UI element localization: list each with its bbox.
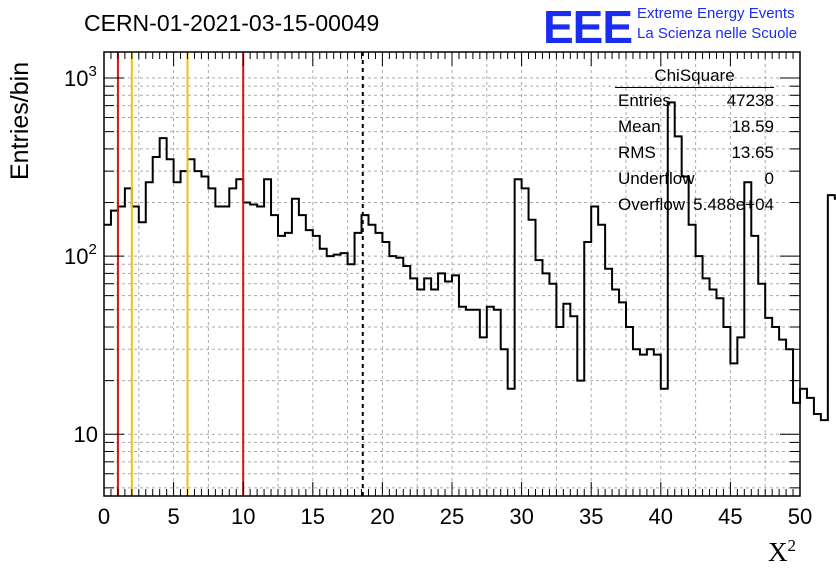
- stats-label: Entries: [618, 91, 671, 110]
- y-tick-label-exp: 2: [88, 241, 96, 258]
- stats-value: 0: [764, 169, 774, 188]
- stats-label: RMS: [618, 143, 656, 162]
- x-tick-label: 15: [301, 504, 325, 529]
- y-tick-label-base: 10: [64, 244, 88, 269]
- y-tick-label-exp: 3: [88, 63, 96, 80]
- stats-label: Underflow: [618, 169, 695, 188]
- logo-caption-line2: La Scienza nelle Scuole: [637, 25, 798, 42]
- y-tick-label: 103: [64, 63, 97, 91]
- stats-value: 13.65: [731, 143, 774, 162]
- stats-label: Mean: [618, 117, 661, 136]
- x-tick-label: 40: [649, 504, 673, 529]
- stats-value: 18.59: [731, 117, 774, 136]
- x-tick-label: 50: [788, 504, 812, 529]
- logo-caption: Extreme Energy Events La Scienza nelle S…: [637, 4, 797, 44]
- y-tick-label: 10: [74, 422, 98, 447]
- logo-caption-line1: Extreme Energy Events: [637, 5, 795, 22]
- x-tick-label: 5: [167, 504, 179, 529]
- eee-logo: EEE: [543, 1, 633, 53]
- y-tick-label: 102: [64, 241, 97, 269]
- y-tick-label-base: 10: [74, 422, 98, 447]
- x-tick-label: 10: [231, 504, 255, 529]
- x-tick-label: 35: [579, 504, 603, 529]
- stats-value: 5.488e+04: [693, 195, 774, 214]
- x-tick-label: 25: [440, 504, 464, 529]
- x-tick-label: 20: [370, 504, 394, 529]
- stats-box: ChiSquare Entries 47238 Mean 18.59 RMS 13.6…: [612, 66, 777, 221]
- x-axis-label-sup: 2: [787, 536, 797, 555]
- x-axis-label: X2: [768, 536, 796, 568]
- stats-row-underflow: Underflow 0: [612, 169, 777, 195]
- chart-title: CERN-01-2021-03-15-00049: [84, 10, 380, 36]
- y-axis-label: Entries/bin: [6, 61, 34, 180]
- x-tick-label: 30: [509, 504, 533, 529]
- stats-row-entries: Entries 47238: [612, 91, 777, 117]
- stats-title: ChiSquare: [615, 66, 774, 88]
- x-axis-label-base: X: [768, 537, 788, 567]
- x-tick-label: 45: [718, 504, 742, 529]
- stats-row-rms: RMS 13.65: [612, 143, 777, 169]
- x-tick-label: 0: [98, 504, 110, 529]
- y-tick-label-base: 10: [64, 66, 88, 91]
- stats-row-overflow: Overflow 5.488e+04: [612, 195, 777, 221]
- stats-row-mean: Mean 18.59: [612, 117, 777, 143]
- histogram-series: [104, 101, 836, 422]
- stats-value: 47238: [726, 91, 774, 110]
- stats-label: Overflow: [618, 195, 686, 214]
